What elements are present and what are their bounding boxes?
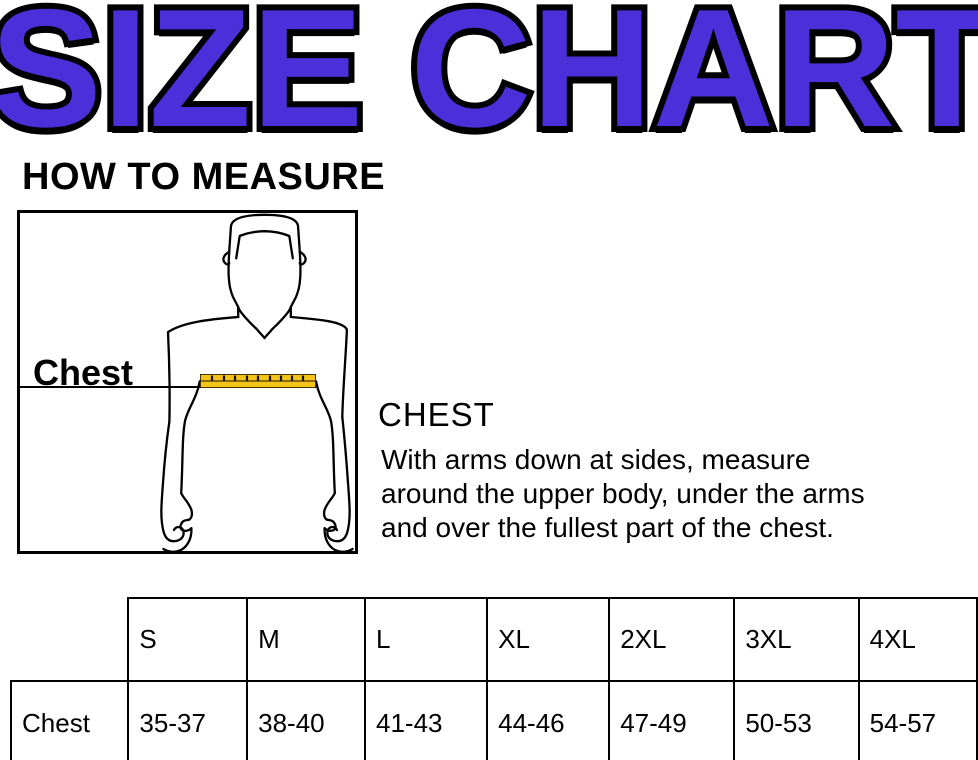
svg-text:SIZE CHART: SIZE CHART — [0, 0, 978, 160]
